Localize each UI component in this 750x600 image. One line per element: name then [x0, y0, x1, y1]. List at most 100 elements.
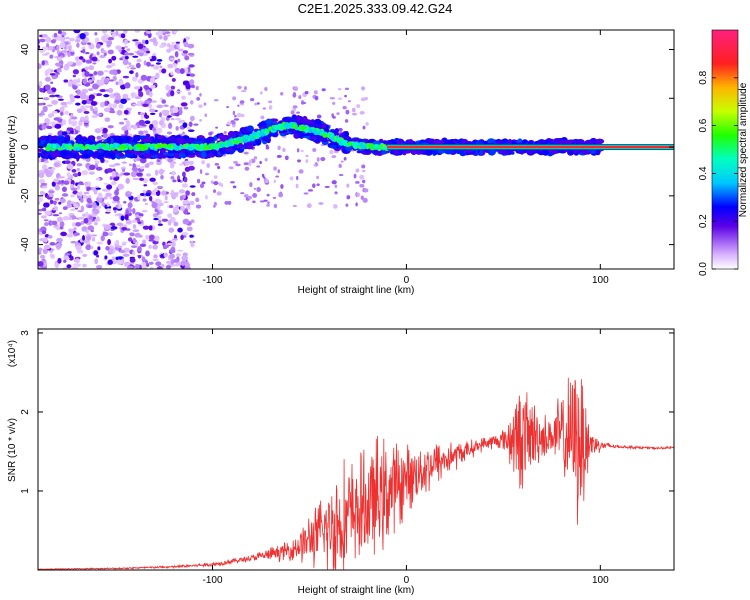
noise-cell	[187, 43, 195, 49]
noise-cell	[121, 168, 126, 173]
noise-cell	[94, 32, 98, 36]
noise-cell	[101, 202, 106, 207]
ridge-core-cell	[273, 124, 279, 130]
snr-series-line	[38, 377, 674, 570]
noise-cell	[186, 226, 193, 232]
noise-cell	[49, 241, 56, 246]
noise-cell	[130, 67, 137, 70]
noise-cell	[196, 178, 201, 184]
noise-cell	[124, 55, 129, 60]
noise-cell	[70, 50, 75, 53]
noise-cell	[266, 193, 270, 197]
noise-cell	[240, 192, 245, 195]
noise-cell	[344, 87, 350, 91]
noise-cell	[169, 205, 174, 209]
ridge-core-cell	[73, 144, 81, 148]
noise-cell	[102, 231, 109, 237]
noise-cell	[185, 83, 191, 90]
noise-cell	[91, 75, 95, 82]
noise-cell	[73, 227, 77, 231]
noise-cell	[85, 244, 91, 251]
noise-cell	[167, 157, 173, 163]
noise-cell	[73, 232, 80, 236]
spectrogram-ytick-label: -20	[20, 188, 31, 203]
noise-cell	[181, 95, 186, 100]
noise-cell	[80, 197, 84, 203]
ridge-cell	[112, 135, 122, 140]
noise-cell	[181, 119, 185, 123]
noise-cell	[292, 93, 297, 98]
noise-cell	[84, 66, 89, 71]
noise-cell	[41, 46, 49, 51]
noise-cell	[300, 149, 304, 153]
noise-cell	[210, 180, 214, 184]
noise-cell	[199, 119, 203, 122]
noise-cell	[152, 37, 157, 44]
noise-cell	[130, 170, 137, 178]
noise-cell	[293, 86, 299, 92]
noise-cell	[183, 106, 189, 110]
noise-cell	[69, 37, 75, 42]
ridge-core-cell	[89, 145, 95, 149]
noise-cell	[256, 187, 261, 193]
noise-cell	[337, 88, 342, 91]
noise-cell	[59, 221, 65, 228]
noise-cell	[151, 201, 158, 209]
ridge-cell	[452, 139, 458, 144]
spectrogram-heatmap	[38, 30, 674, 269]
noise-cell	[174, 60, 178, 64]
noise-cell	[129, 262, 135, 265]
noise-cell	[316, 183, 320, 187]
noise-cell	[338, 97, 342, 101]
noise-cell	[49, 54, 54, 59]
noise-cell	[152, 213, 158, 218]
noise-cell	[256, 165, 261, 168]
noise-cell	[298, 169, 304, 174]
noise-cell	[361, 164, 366, 169]
noise-cell	[176, 249, 184, 252]
noise-cell	[154, 169, 159, 176]
noise-cell	[161, 68, 167, 74]
noise-cell	[85, 230, 89, 234]
noise-cell	[144, 202, 148, 206]
noise-cell	[331, 180, 337, 185]
ridge-core-cell	[167, 143, 173, 148]
noise-cell	[115, 204, 119, 208]
noise-cell	[51, 181, 56, 187]
ridge-core-cell	[226, 141, 233, 147]
noise-cell	[145, 192, 151, 197]
noise-cell	[213, 201, 217, 207]
spectrogram-xlabel: Height of straight line (km)	[298, 285, 415, 296]
noise-cell	[243, 151, 249, 155]
noise-cell	[176, 70, 181, 74]
ridge-cell	[475, 140, 484, 145]
noise-cell	[298, 95, 302, 100]
snr-frame	[37, 328, 675, 571]
ridge-core-cell	[119, 144, 126, 149]
ridge-cell	[416, 150, 422, 155]
noise-cell	[223, 131, 227, 134]
ridge-core-cell	[45, 146, 51, 152]
noise-cell	[151, 120, 159, 126]
noise-cell	[261, 173, 265, 178]
ridge-core-cell	[211, 143, 218, 148]
noise-cell	[190, 240, 194, 247]
noise-cell	[104, 117, 111, 122]
noise-cell	[103, 77, 109, 84]
noise-cell	[177, 48, 184, 52]
noise-cell	[95, 113, 103, 116]
noise-cell	[48, 220, 53, 226]
noise-cell	[96, 135, 102, 140]
noise-cell	[178, 107, 183, 110]
noise-cell	[131, 92, 135, 99]
noise-cell	[43, 160, 49, 164]
noise-cell	[51, 167, 56, 171]
noise-cell	[67, 80, 73, 87]
noise-cell	[292, 204, 297, 208]
noise-cell	[38, 212, 42, 215]
noise-cell	[44, 76, 51, 82]
noise-cell	[127, 237, 133, 242]
ridge-cell	[255, 138, 262, 146]
noise-cell	[329, 149, 334, 155]
noise-cell	[189, 115, 195, 122]
